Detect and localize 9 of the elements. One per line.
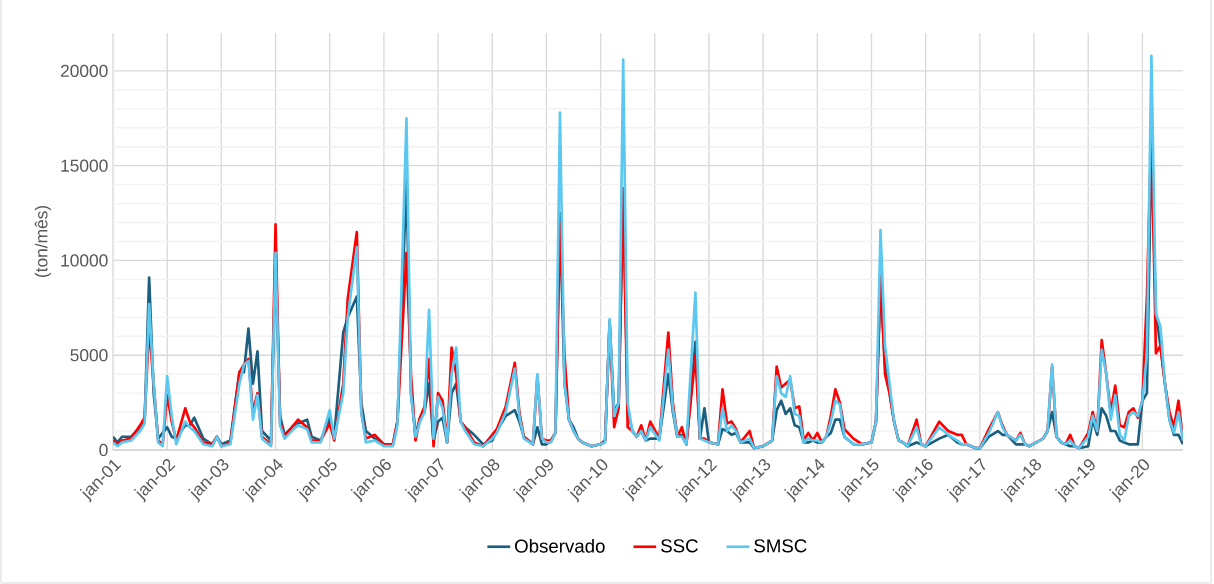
legend-label: Observado — [515, 538, 605, 553]
legend-label: SSC — [661, 539, 698, 553]
legend-label: SMSC — [754, 539, 807, 553]
y-tick-label: 20000 — [60, 64, 108, 78]
y-tick-label: 5000 — [70, 349, 108, 362]
y-tick-label: 0 — [99, 443, 108, 457]
y-axis-title: (ton/mês) — [34, 205, 51, 278]
y-tick-label: 15000 — [61, 159, 108, 172]
y-tick-label: 10000 — [61, 254, 108, 267]
